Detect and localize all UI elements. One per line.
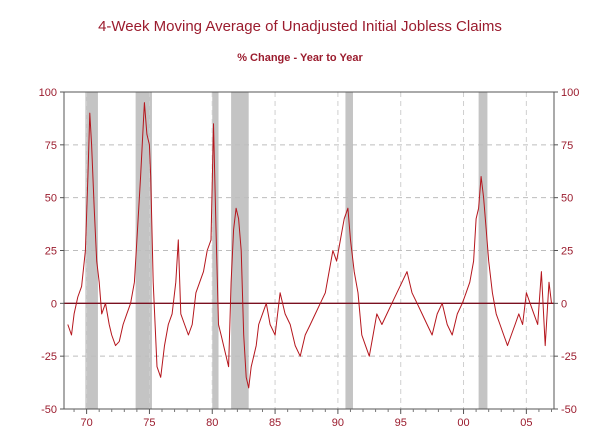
x-tick-label: 90 — [332, 417, 344, 429]
x-tick-label: 05 — [520, 417, 532, 429]
series-line-1 — [67, 102, 552, 389]
y-tick-label-right: 0 — [561, 298, 567, 310]
x-tick-label: 85 — [269, 417, 281, 429]
recession-band-5 — [345, 92, 353, 409]
y-tick-label-left: 50 — [45, 193, 57, 205]
y-tick-label-right: 100 — [561, 87, 579, 99]
y-tick-label-left: -25 — [41, 351, 57, 363]
recession-band-3 — [212, 92, 219, 409]
x-tick-label: 70 — [80, 417, 92, 429]
chart-subtitle: % Change - Year to Year — [237, 52, 363, 64]
series-layer — [67, 102, 552, 389]
y-tick-label-left: 100 — [39, 87, 57, 99]
y-tick-label-right: 25 — [561, 246, 573, 258]
y-tick-label-right: 50 — [561, 193, 573, 205]
y-tick-label-left: 75 — [45, 140, 57, 152]
x-tick-label: 00 — [457, 417, 469, 429]
y-tick-label-left: 25 — [45, 246, 57, 258]
recession-band-6 — [478, 92, 488, 409]
x-tick-label: 75 — [143, 417, 155, 429]
y-tick-label-right: -50 — [561, 404, 577, 416]
y-tick-label-right: -25 — [561, 351, 577, 363]
y-tick-label-right: 75 — [561, 140, 573, 152]
x-tick-label: 80 — [206, 417, 218, 429]
y-tick-label-left: 0 — [51, 298, 57, 310]
grid-layer — [64, 92, 554, 409]
x-tick-label: 95 — [395, 417, 407, 429]
recession-shading-layer — [85, 92, 488, 409]
y-tick-label-left: -50 — [41, 404, 57, 416]
recession-band-2 — [135, 92, 152, 409]
chart-title: 4-Week Moving Average of Unadjusted Init… — [98, 18, 502, 35]
